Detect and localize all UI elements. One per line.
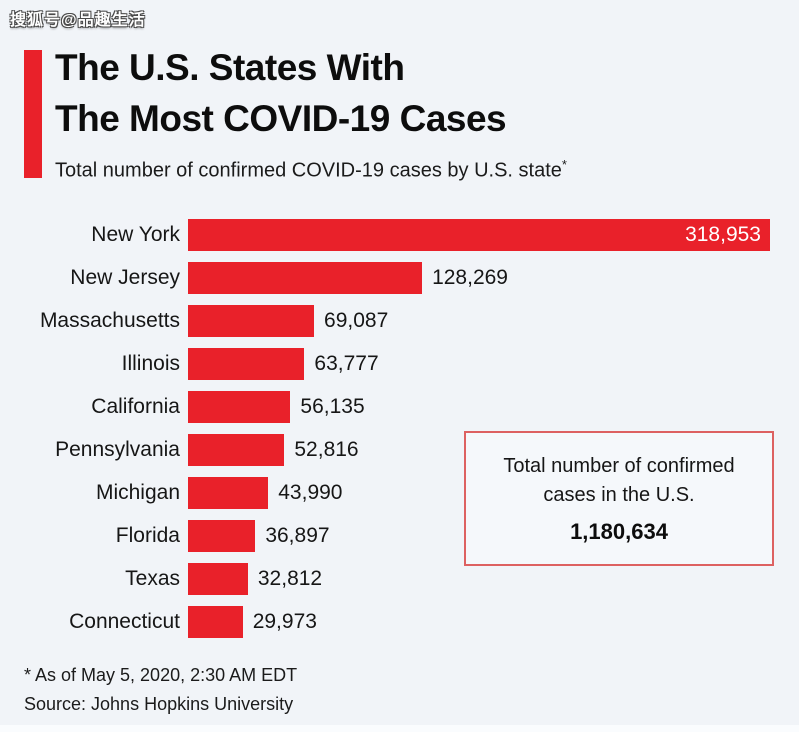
bar-illinois [188,347,305,380]
cropped-content-strip [0,725,799,732]
state-label: Massachusetts [39,308,180,332]
source-text: Source: Johns Hopkins University [24,694,294,714]
page-subtitle: Total number of confirmed COVID-19 cases… [55,157,567,183]
bar-track: 63,777 [188,347,770,380]
bar-value: 56,135 [300,394,365,418]
page-title-line2: The Most COVID-19 Cases [55,98,507,139]
bar-track: 43,990 [188,476,770,509]
bar-track: 36,897 [188,519,770,552]
bar-row-massachusetts: Massachusetts 69,087 [0,299,799,342]
bar-row-pennsylvania: Pennsylvania 52,816 [0,428,799,471]
bar-value: 29,973 [252,609,317,633]
bar-row-texas: Texas 32,812 [0,557,799,600]
bar-california [188,390,291,423]
bar-track: 52,816 [188,433,770,466]
state-label: Connecticut [69,609,180,633]
bar-value: 318,953 [685,222,761,246]
bar-michigan [188,476,269,509]
page-title: The U.S. States With The Most COVID-19 C… [55,42,507,144]
bar-value: 43,990 [278,480,343,504]
bar-row-connecticut: Connecticut 29,973 [0,600,799,643]
bar-row-michigan: Michigan 43,990 [0,471,799,514]
bar-florida [188,519,256,552]
bar-new-jersey [188,261,423,294]
bar-connecticut [188,605,243,638]
state-label: Florida [115,523,180,547]
total-cases-value: 1,180,634 [570,519,668,544]
bar-massachusetts [188,304,315,337]
state-label: California [91,394,180,418]
bar-value: 69,087 [324,308,389,332]
bar-row-illinois: Illinois 63,777 [0,342,799,385]
title-accent-bar [24,50,42,178]
bar-row-california: California 56,135 [0,385,799,428]
state-label: Texas [125,566,180,590]
footnote-text: * As of May 5, 2020, 2:30 AM EDT [24,665,298,685]
state-label: New York [91,222,180,246]
bar-new-york: 318,953 [188,218,770,251]
state-label: Pennsylvania [55,437,180,461]
bar-value: 128,269 [432,265,508,289]
subtitle-text: Total number of confirmed COVID-19 cases… [55,159,562,182]
bar-track: 69,087 [188,304,770,337]
bar-value: 63,777 [314,351,379,375]
bar-texas [188,562,248,595]
bar-pennsylvania [188,433,285,466]
bar-value: 52,816 [294,437,359,461]
bar-track: 318,953 [188,218,770,251]
bar-track: 128,269 [188,261,770,294]
bar-row-florida: Florida 36,897 [0,514,799,557]
total-cases-text-line1: Total number of confirmed [503,455,735,477]
state-label: Michigan [95,480,180,504]
bar-value: 32,812 [257,566,323,590]
bar-track: 32,812 [188,562,770,595]
footnote-marker: * [561,157,567,172]
page-title-line1: The U.S. States With [55,47,405,88]
total-cases-callout: Total number of confirmed cases in the U… [464,431,774,566]
footer: * As of May 5, 2020, 2:30 AM EDT Source:… [24,661,297,719]
state-label: Illinois [121,351,180,375]
state-label: New Jersey [70,265,180,289]
bar-row-new-jersey: New Jersey 128,269 [0,256,799,299]
bar-chart: New York 318,953 New Jersey 128,269 Mass… [0,213,799,643]
bar-track: 29,973 [188,605,770,638]
bar-row-new-york: New York 318,953 [0,213,799,256]
total-cases-text-line2: cases in the U.S. [543,484,695,506]
bar-value: 36,897 [265,523,330,547]
bar-track: 56,135 [188,390,770,423]
watermark-text: 搜狐号@品趣生活 [10,12,146,29]
